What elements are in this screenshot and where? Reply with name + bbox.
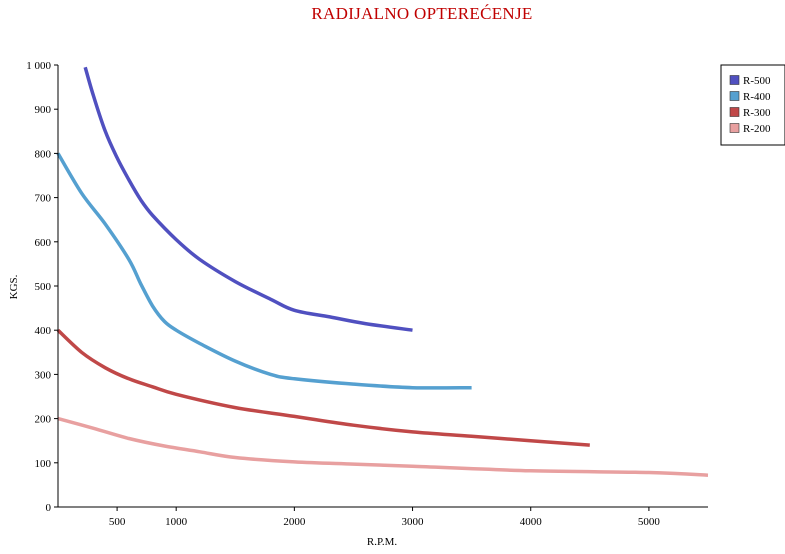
legend-label-r-500: R-500 — [743, 75, 771, 87]
x-axis-label: R.P.M. — [367, 536, 398, 548]
y-axis-label: KGS. — [8, 274, 20, 299]
y-tick-label: 900 — [35, 104, 52, 116]
x-tick-label: 1000 — [165, 516, 188, 528]
y-tick-label: 0 — [46, 502, 52, 514]
legend-label-r-300: R-300 — [743, 107, 771, 119]
legend-swatch-r-200 — [729, 123, 740, 133]
y-tick-label: 1 000 — [26, 60, 51, 72]
legend-label-r-400: R-400 — [743, 91, 771, 103]
series-line-r-200 — [57, 416, 709, 477]
chart-title: RADIJALNO OPTEREĆENJE — [311, 4, 532, 23]
legend-swatch-r-400 — [729, 91, 740, 101]
x-tick-label: 500 — [109, 516, 126, 528]
legend: R-500 R-400 R-300 R-200 — [720, 64, 785, 146]
y-tick-label: 800 — [35, 148, 52, 160]
series-line-r-400 — [56, 152, 472, 390]
y-tick-label: 600 — [35, 237, 52, 249]
y-tick-label: 300 — [35, 369, 52, 381]
x-tick-label: 3000 — [402, 516, 425, 528]
legend-swatch-r-300 — [729, 107, 740, 117]
y-tick-label: 400 — [35, 325, 52, 337]
legend-label-r-200: R-200 — [743, 123, 771, 135]
series-line-r-500 — [83, 66, 413, 332]
series-line-r-300 — [56, 328, 590, 447]
y-tick-label: 700 — [35, 193, 52, 205]
y-tick-label: 100 — [35, 458, 52, 470]
x-tick-label: 2000 — [283, 516, 306, 528]
y-tick-label: 200 — [35, 414, 52, 426]
x-tick-label: 5000 — [638, 516, 661, 528]
y-tick-label: 500 — [35, 281, 52, 293]
series-layer — [56, 66, 709, 477]
x-tick-label: 4000 — [520, 516, 543, 528]
legend-swatch-r-500 — [729, 75, 740, 85]
